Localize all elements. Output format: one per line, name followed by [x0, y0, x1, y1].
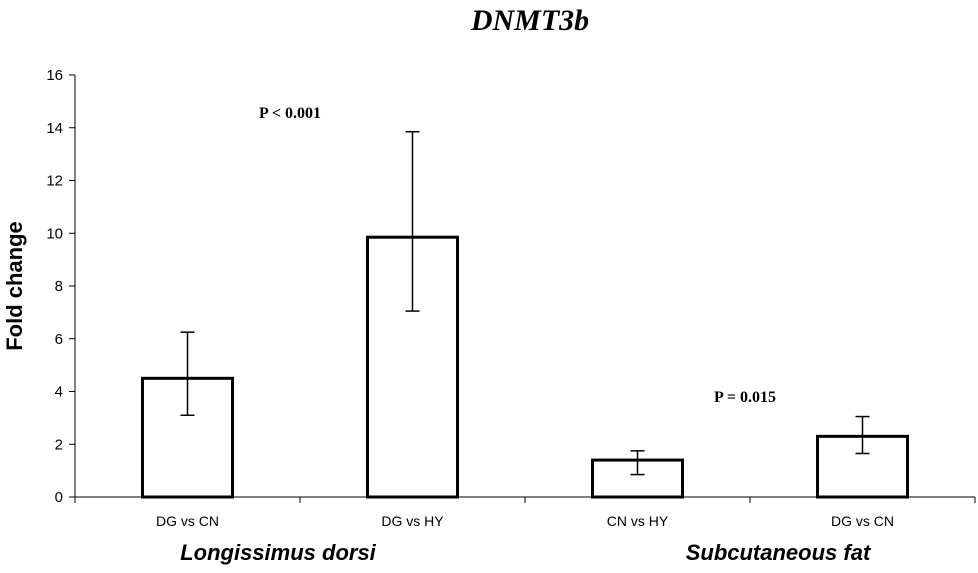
y-tick-label: 12: [46, 173, 63, 190]
y-tick-label: 6: [55, 331, 63, 348]
y-tick-label: 14: [46, 120, 63, 137]
chart-title: DNMT3b: [470, 4, 589, 37]
x-category-label: DG vs CN: [831, 513, 894, 529]
x-category-label: DG vs HY: [381, 513, 444, 529]
plot-area: 0 2 4 6 8 10 12 14 16 DG vs CN DG vs HY CN vs HY DG …: [46, 67, 976, 565]
y-tick-label: 2: [55, 436, 63, 453]
x-category-label: CN vs HY: [607, 513, 669, 529]
y-tick-label: 10: [46, 225, 63, 242]
x-category-label: DG vs CN: [156, 513, 219, 529]
bar: [141, 376, 234, 499]
bar: [591, 458, 684, 499]
p-value-annotation: P = 0.015: [714, 389, 776, 406]
y-tick-label: 4: [55, 384, 63, 401]
y-tick-label: 8: [55, 278, 63, 295]
group-label: Longissimus dorsi: [180, 540, 376, 565]
p-value-annotation: P < 0.001: [259, 105, 321, 122]
y-tick-label: 0: [55, 489, 63, 506]
y-axis-label: Fold change: [2, 221, 27, 351]
y-tick-label: 16: [46, 67, 63, 84]
group-label: Subcutaneous fat: [686, 540, 872, 565]
